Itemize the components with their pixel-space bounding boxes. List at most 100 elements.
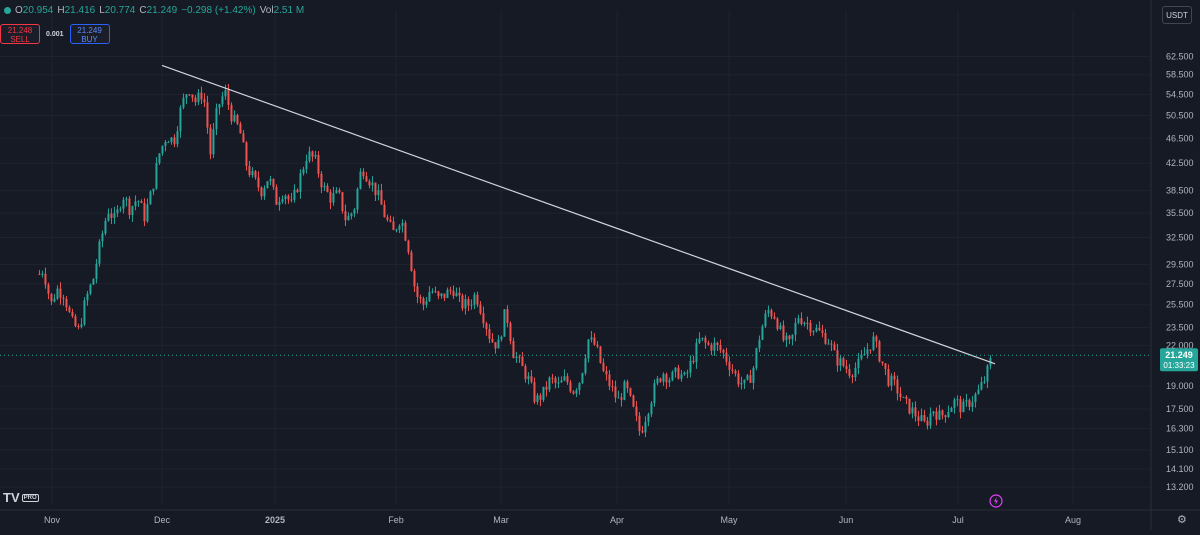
candle-body: [143, 203, 146, 222]
sell-button[interactable]: 21.248 SELL: [0, 24, 40, 44]
candle-body: [338, 190, 341, 193]
time-axis[interactable]: Nov Dec 2025 Feb Mar Apr May Jun Jul Aug: [0, 509, 1200, 525]
candle-body: [323, 185, 326, 188]
candle-body: [857, 358, 860, 368]
candle-body: [749, 375, 752, 383]
x-tick-label: Apr: [610, 515, 624, 525]
price-tag-value: 21.249: [1165, 350, 1193, 360]
candle-body: [518, 356, 521, 358]
candle-body: [692, 360, 695, 363]
candle-body: [134, 201, 137, 207]
candle-body: [704, 337, 707, 343]
candle-body: [77, 326, 80, 328]
candle-body: [491, 338, 494, 343]
candle-body: [827, 343, 830, 345]
buy-label: BUY: [81, 35, 98, 44]
candle-body: [440, 293, 443, 297]
trendline-drawing[interactable]: [161, 64, 996, 365]
candle-body: [830, 343, 833, 345]
y-tick-label: 35.500: [1166, 208, 1194, 218]
candle-body: [248, 165, 251, 175]
price-tag: [1160, 348, 1198, 372]
candle-body: [719, 344, 722, 351]
candle-body: [287, 195, 290, 200]
candle-body: [116, 209, 119, 214]
candle-body: [701, 337, 704, 339]
candle-body: [359, 171, 362, 189]
candle-body: [236, 114, 239, 124]
y-tick-label: 50.500: [1166, 110, 1194, 120]
candle-body: [815, 327, 818, 332]
candle-body: [563, 376, 566, 381]
candle-body: [86, 293, 89, 301]
candle-body: [791, 334, 794, 340]
tradingview-logo[interactable]: TV PRO: [3, 490, 39, 505]
candle-body: [581, 373, 584, 383]
candle-body: [665, 374, 668, 383]
volume-value: 2.51 M: [273, 5, 305, 16]
candle-body: [725, 352, 728, 362]
candle-body: [278, 201, 281, 205]
candle-body: [230, 104, 233, 122]
candle-body: [626, 381, 629, 389]
candle-body: [896, 379, 899, 394]
y-tick-label: 19.000: [1166, 381, 1194, 391]
candle-body: [737, 373, 740, 385]
price-axis[interactable]: 62.500 58.500 54.500 50.500 46.500 42.500 38.5…: [1150, 0, 1198, 530]
candle-body: [698, 338, 701, 343]
candle-body: [797, 318, 800, 323]
candle-body: [92, 278, 95, 285]
candle-body: [782, 325, 785, 341]
candle-body: [347, 216, 350, 221]
candle-body: [911, 407, 914, 414]
candle-body: [260, 187, 263, 197]
candle-body: [41, 273, 44, 275]
candle-body: [197, 92, 200, 103]
candle-body: [89, 284, 92, 294]
x-tick-label: Dec: [154, 515, 171, 525]
candle-body: [647, 414, 650, 422]
candle-body: [887, 368, 890, 386]
trendline[interactable]: [161, 64, 996, 365]
candle-body: [242, 133, 245, 143]
candle-body: [398, 225, 401, 230]
candle-body: [83, 300, 86, 325]
candle-body: [416, 286, 419, 297]
x-tick-label: Nov: [44, 515, 61, 525]
candle-body: [542, 386, 545, 400]
candle-body: [65, 298, 68, 308]
candle-body: [845, 365, 848, 370]
candle-body: [485, 323, 488, 330]
candle-body: [119, 208, 122, 210]
candle-body: [341, 192, 344, 212]
settings-gear-icon[interactable]: ⚙: [1177, 514, 1187, 526]
candle-body: [59, 288, 62, 298]
candle-body: [611, 386, 614, 388]
candle-body: [317, 155, 320, 174]
candle-body: [482, 313, 485, 324]
candle-body: [524, 366, 527, 380]
lightning-icon[interactable]: [989, 494, 1003, 508]
low-label: L: [99, 5, 105, 16]
candle-body: [728, 361, 731, 370]
candle-body: [551, 377, 554, 379]
candle-body: [890, 375, 893, 386]
candle-body: [428, 292, 431, 302]
candle-body: [965, 400, 968, 402]
candle-body: [389, 219, 392, 222]
candle-body: [755, 348, 758, 369]
candle-body: [656, 378, 659, 384]
candle-body: [578, 382, 581, 391]
candle-body: [191, 94, 194, 98]
candle-body: [431, 291, 434, 293]
candle-body: [899, 393, 902, 398]
buy-button[interactable]: 21.249 BUY: [69, 24, 110, 44]
candle-body: [434, 291, 437, 293]
candle-body: [905, 396, 908, 399]
candle-body: [200, 92, 203, 100]
candle-body: [296, 189, 299, 192]
currency-selector[interactable]: USDT: [1162, 6, 1192, 24]
candle-body: [128, 198, 131, 215]
